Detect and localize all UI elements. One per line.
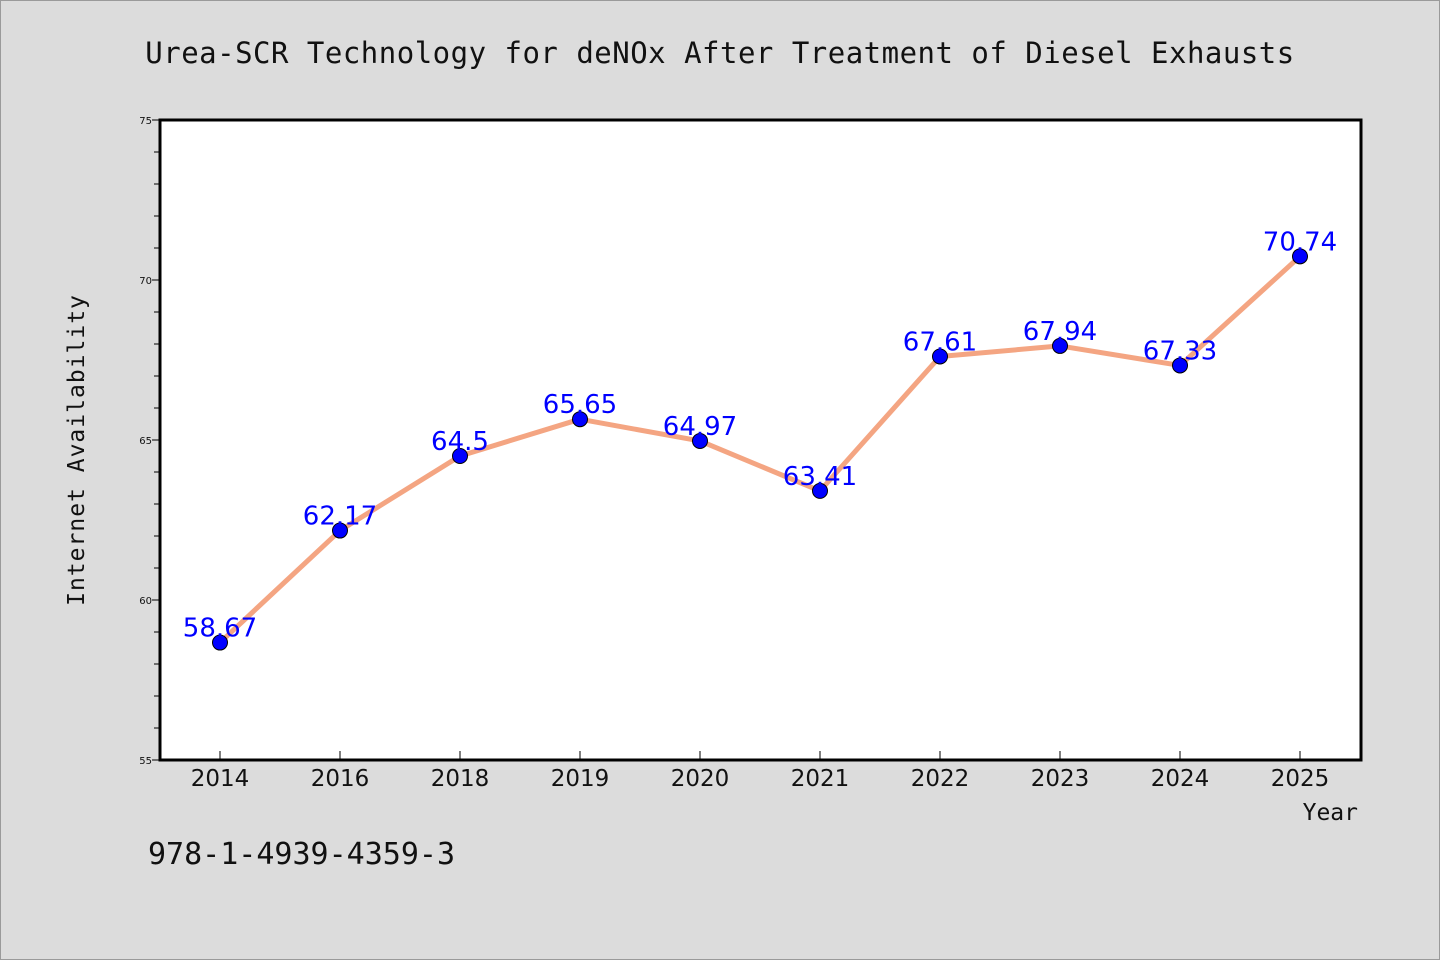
data-point xyxy=(1052,337,1068,354)
x-tick-label: 2021 xyxy=(791,766,850,792)
plot-border xyxy=(158,118,1363,762)
axis-ticks: 55 60 65 70 75 2014 2016 2018 2019 2020 2021 2022 20… xyxy=(139,116,1329,792)
isbn-text: 978-1-4939-4359-3 xyxy=(148,837,455,872)
y-axis-label: Internet Availability xyxy=(64,294,90,606)
x-tick-label: 2014 xyxy=(191,766,250,792)
y-tick-label: 55 xyxy=(139,756,152,767)
data-point xyxy=(1292,248,1308,265)
data-label: 67.33 xyxy=(1143,336,1217,366)
data-point xyxy=(692,432,708,449)
x-tick-label: 2019 xyxy=(551,766,610,792)
data-label: 58.67 xyxy=(183,614,257,644)
data-label: 64.97 xyxy=(663,412,737,442)
data-label: 67.94 xyxy=(1023,317,1097,347)
data-point xyxy=(1172,357,1188,374)
data-label: 70.74 xyxy=(1263,227,1337,257)
data-point xyxy=(452,448,468,464)
data-label: 63.41 xyxy=(783,462,857,492)
data-label: 62.17 xyxy=(303,502,377,532)
data-label: 64.5 xyxy=(431,427,489,457)
chart-title: Urea-SCR Technology for deNOx After Trea… xyxy=(145,36,1294,70)
x-tick-label: 2020 xyxy=(671,766,730,792)
plot-area xyxy=(160,120,1361,760)
x-tick-label: 2024 xyxy=(1151,766,1210,792)
x-tick-label: 2023 xyxy=(1031,766,1090,792)
y-tick-label: 60 xyxy=(139,596,152,607)
y-tick-label: 70 xyxy=(139,276,152,287)
data-point xyxy=(572,411,588,428)
data-point xyxy=(812,482,828,499)
x-tick-label: 2025 xyxy=(1271,766,1330,792)
x-axis-label: Year xyxy=(1303,800,1358,826)
y-tick-label: 75 xyxy=(139,116,152,127)
data-label: 65.65 xyxy=(543,390,617,420)
data-label: 67.61 xyxy=(903,327,977,357)
x-tick-label: 2016 xyxy=(311,766,370,792)
data-point xyxy=(332,522,348,539)
series-line xyxy=(218,254,1302,645)
x-tick-label: 2022 xyxy=(911,766,970,792)
data-point xyxy=(212,634,228,651)
y-tick-label: 65 xyxy=(139,436,152,447)
x-tick-label: 2018 xyxy=(431,766,490,792)
data-labels: 58.67 62.17 64.5 65.65 64.97 63.41 67.61 67.94 6… xyxy=(183,227,1337,643)
data-markers xyxy=(212,248,1308,651)
data-point xyxy=(932,348,948,365)
